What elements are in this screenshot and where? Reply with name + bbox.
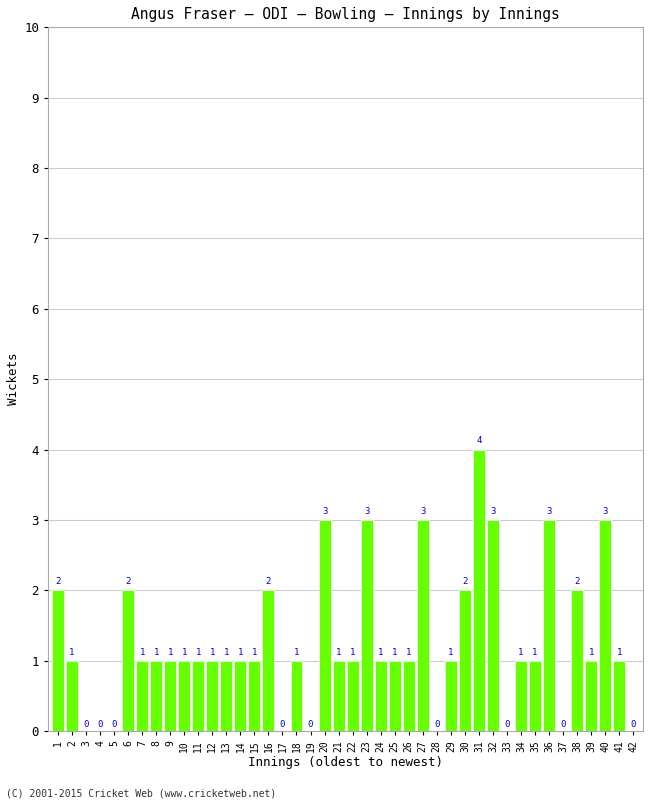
- Bar: [318, 520, 330, 731]
- Text: 1: 1: [153, 647, 159, 657]
- Bar: [52, 590, 64, 731]
- Bar: [403, 661, 415, 731]
- Text: 1: 1: [209, 647, 215, 657]
- Text: 1: 1: [518, 647, 524, 657]
- Bar: [192, 661, 204, 731]
- Text: 1: 1: [140, 647, 145, 657]
- Text: 1: 1: [616, 647, 622, 657]
- Text: (C) 2001-2015 Cricket Web (www.cricketweb.net): (C) 2001-2015 Cricket Web (www.cricketwe…: [6, 788, 277, 798]
- Bar: [346, 661, 359, 731]
- Text: 2: 2: [462, 577, 467, 586]
- Text: 1: 1: [224, 647, 229, 657]
- Bar: [206, 661, 218, 731]
- Bar: [459, 590, 471, 731]
- Bar: [571, 590, 583, 731]
- Bar: [66, 661, 78, 731]
- Bar: [473, 450, 485, 731]
- Bar: [417, 520, 429, 731]
- Bar: [263, 590, 274, 731]
- Text: 2: 2: [575, 577, 580, 586]
- Text: 3: 3: [364, 506, 369, 516]
- Text: 1: 1: [168, 647, 173, 657]
- Bar: [585, 661, 597, 731]
- Text: 0: 0: [111, 720, 117, 729]
- Text: 3: 3: [547, 506, 552, 516]
- Bar: [333, 661, 344, 731]
- Bar: [291, 661, 302, 731]
- Text: 0: 0: [630, 720, 636, 729]
- Text: 1: 1: [378, 647, 383, 657]
- Text: 1: 1: [532, 647, 538, 657]
- Bar: [361, 520, 372, 731]
- Text: 1: 1: [294, 647, 299, 657]
- Bar: [122, 590, 134, 731]
- Bar: [515, 661, 527, 731]
- Bar: [178, 661, 190, 731]
- Text: 1: 1: [392, 647, 397, 657]
- X-axis label: Innings (oldest to newest): Innings (oldest to newest): [248, 756, 443, 769]
- Bar: [487, 520, 499, 731]
- Text: 0: 0: [98, 720, 103, 729]
- Text: 2: 2: [55, 577, 60, 586]
- Bar: [220, 661, 232, 731]
- Text: 1: 1: [252, 647, 257, 657]
- Text: 3: 3: [322, 506, 327, 516]
- Text: 1: 1: [588, 647, 594, 657]
- Bar: [248, 661, 261, 731]
- Text: 0: 0: [504, 720, 510, 729]
- Bar: [599, 520, 611, 731]
- Text: 1: 1: [406, 647, 411, 657]
- Bar: [543, 520, 555, 731]
- Y-axis label: Wickets: Wickets: [7, 353, 20, 406]
- Text: 1: 1: [448, 647, 454, 657]
- Bar: [374, 661, 387, 731]
- Text: 4: 4: [476, 436, 482, 446]
- Text: 2: 2: [266, 577, 271, 586]
- Text: 0: 0: [434, 720, 439, 729]
- Text: 1: 1: [181, 647, 187, 657]
- Bar: [136, 661, 148, 731]
- Text: 0: 0: [560, 720, 566, 729]
- Text: 3: 3: [490, 506, 495, 516]
- Text: 3: 3: [603, 506, 608, 516]
- Text: 1: 1: [70, 647, 75, 657]
- Text: 1: 1: [336, 647, 341, 657]
- Bar: [164, 661, 176, 731]
- Bar: [235, 661, 246, 731]
- Text: 0: 0: [308, 720, 313, 729]
- Bar: [529, 661, 541, 731]
- Text: 0: 0: [280, 720, 285, 729]
- Text: 1: 1: [350, 647, 356, 657]
- Bar: [150, 661, 162, 731]
- Bar: [389, 661, 400, 731]
- Bar: [445, 661, 457, 731]
- Text: 0: 0: [83, 720, 88, 729]
- Bar: [613, 661, 625, 731]
- Text: 3: 3: [420, 506, 426, 516]
- Title: Angus Fraser – ODI – Bowling – Innings by Innings: Angus Fraser – ODI – Bowling – Innings b…: [131, 7, 560, 22]
- Text: 1: 1: [196, 647, 201, 657]
- Text: 2: 2: [125, 577, 131, 586]
- Text: 1: 1: [238, 647, 243, 657]
